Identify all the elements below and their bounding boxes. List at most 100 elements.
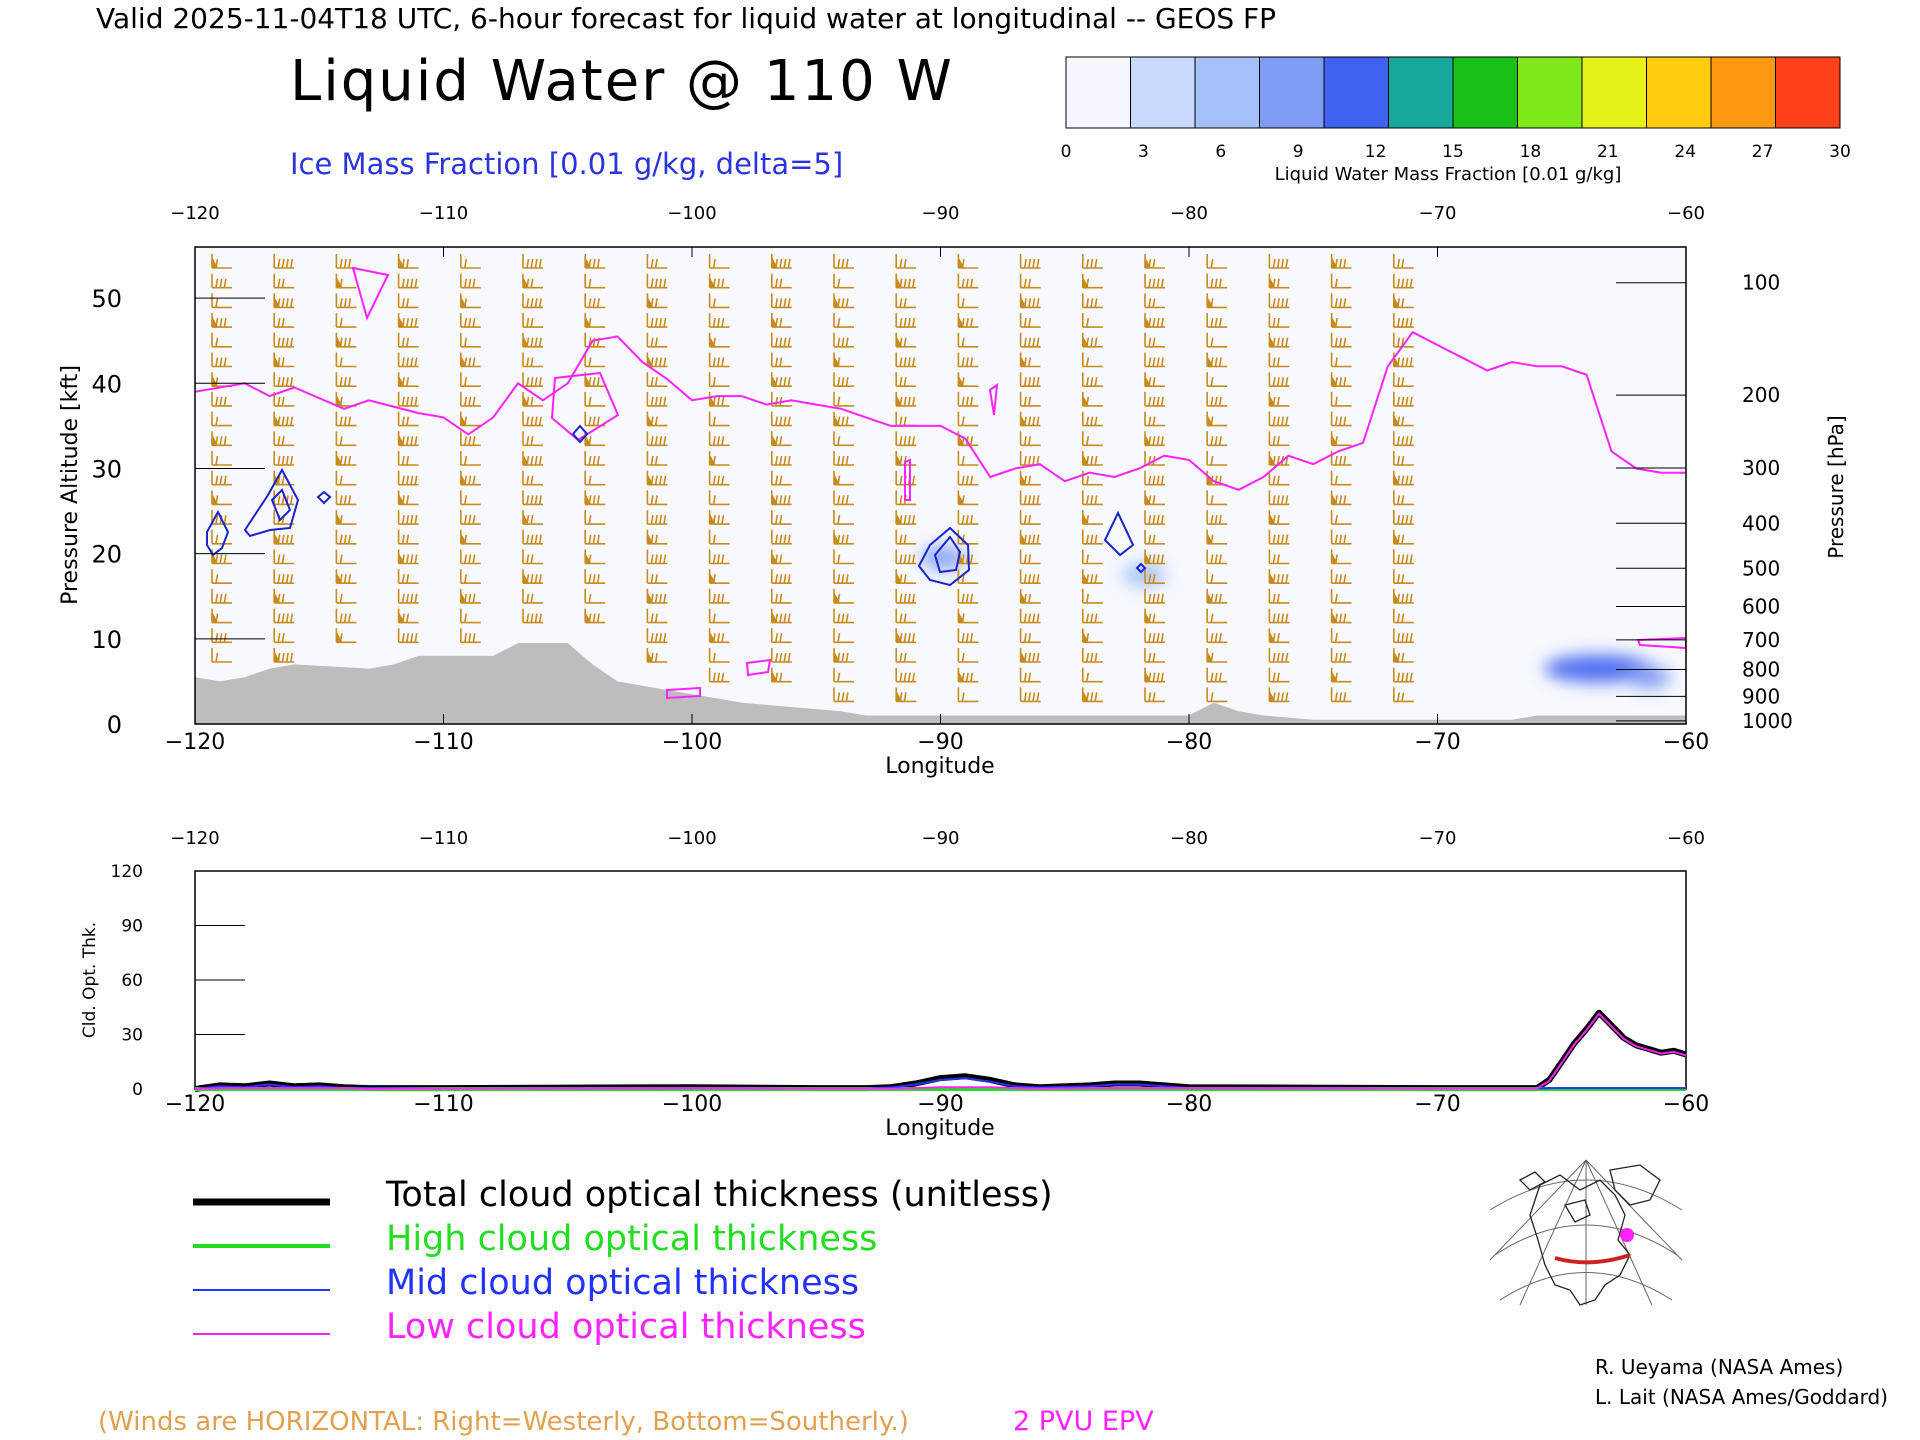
wind-barb bbox=[522, 273, 543, 289]
wind-barb bbox=[335, 510, 357, 525]
wind-barb bbox=[1144, 273, 1165, 289]
series-low bbox=[194, 1012, 1687, 1090]
wind-barb-shaft bbox=[584, 273, 606, 289]
wind-barb-shaft bbox=[1393, 431, 1414, 447]
wind-barb-shaft bbox=[833, 687, 854, 703]
wind-barb bbox=[335, 431, 357, 447]
wind-barb-shaft bbox=[584, 293, 606, 309]
wind-barb bbox=[895, 431, 917, 447]
wind-barb bbox=[397, 569, 419, 585]
epv-island bbox=[988, 382, 999, 416]
wind-barb-pennant bbox=[274, 532, 281, 544]
wind-barb-pennant bbox=[274, 414, 281, 426]
wind-barb-pennant bbox=[1020, 651, 1027, 662]
wind-barb-shaft bbox=[895, 313, 917, 328]
wind-barb bbox=[1393, 451, 1414, 466]
ice-contour bbox=[270, 488, 292, 522]
wind-barb-shaft bbox=[522, 313, 543, 328]
wind-barb bbox=[833, 372, 854, 388]
wind-barb bbox=[1019, 273, 1041, 289]
wind-barb-shaft bbox=[833, 628, 854, 644]
wind-barb bbox=[584, 332, 606, 348]
wind-barb-pennant bbox=[771, 434, 778, 446]
ice-contour bbox=[316, 490, 332, 505]
wind-barb bbox=[646, 313, 668, 328]
wind-barb bbox=[397, 510, 419, 525]
wind-barb-shaft bbox=[273, 549, 295, 565]
wind-barb-pennant bbox=[585, 316, 592, 328]
wind-barb bbox=[770, 293, 792, 309]
wind-barb bbox=[646, 254, 668, 269]
wind-barb bbox=[522, 372, 543, 388]
wind-barb bbox=[833, 569, 854, 585]
wind-barb-pennant bbox=[336, 572, 343, 584]
wind-barb-shaft bbox=[1082, 313, 1103, 328]
wind-barb-shaft bbox=[1206, 510, 1228, 525]
wind-barb bbox=[957, 628, 979, 644]
wind-barb-shaft bbox=[1082, 648, 1103, 663]
wind-barb-shaft bbox=[459, 608, 481, 624]
wind-barb-shaft bbox=[211, 628, 232, 644]
wind-barb bbox=[1330, 313, 1352, 328]
ice-contour bbox=[206, 509, 230, 557]
wind-barb-shaft bbox=[211, 273, 232, 289]
wind-barb-shaft bbox=[1019, 549, 1041, 565]
wind-barb bbox=[1082, 588, 1103, 604]
wind-barb bbox=[1330, 687, 1352, 703]
top-y-tick-label: 40 bbox=[91, 370, 122, 398]
pressure-tick-label: 100 bbox=[1742, 271, 1780, 295]
wind-barb bbox=[1330, 273, 1352, 289]
wind-barb bbox=[895, 490, 917, 506]
wind-barb bbox=[522, 293, 543, 309]
wind-barb-pennant bbox=[647, 591, 654, 603]
wind-barb-shaft bbox=[1206, 332, 1228, 348]
wind-barb-shaft bbox=[770, 391, 792, 407]
wind-barb bbox=[397, 608, 419, 624]
wind-barb bbox=[1330, 254, 1352, 269]
wind-barb bbox=[1268, 411, 1290, 427]
wind-barb bbox=[833, 687, 854, 703]
wind-barb-shaft bbox=[1019, 628, 1041, 644]
wind-barb bbox=[957, 332, 979, 348]
colorbar: 0 3 6 9 12 15 18 21 24 27 30 Liquid Water Mass Fra… bbox=[1061, 56, 1851, 185]
coastline bbox=[1609, 1164, 1661, 1206]
epv-island bbox=[666, 686, 701, 700]
wind-barb-shaft bbox=[1393, 332, 1414, 348]
wind-barb bbox=[1268, 628, 1290, 644]
wind-barb-pennant bbox=[1145, 670, 1151, 682]
wind-barb-shaft bbox=[397, 569, 419, 585]
wind-barb bbox=[1206, 667, 1228, 683]
wind-barb-shaft bbox=[646, 372, 668, 388]
wind-barb bbox=[1019, 667, 1041, 683]
wind-barb bbox=[1268, 529, 1290, 545]
wind-barb bbox=[1019, 648, 1041, 663]
wind-barb-pennant bbox=[1207, 651, 1214, 662]
graticule-line bbox=[1585, 1159, 1653, 1306]
wind-barb-shaft bbox=[584, 332, 606, 348]
wind-barb bbox=[646, 431, 668, 447]
wind-barb-shaft bbox=[1330, 648, 1352, 663]
wind-barb bbox=[397, 588, 419, 604]
wind-barb bbox=[397, 313, 419, 328]
wind-barb bbox=[1206, 313, 1228, 328]
wind-barb bbox=[584, 588, 606, 604]
wind-barb-pennant bbox=[460, 591, 467, 603]
wind-barb-pennant bbox=[1393, 414, 1400, 426]
wind-barb-shaft bbox=[335, 431, 357, 447]
wind-barb-shaft bbox=[833, 254, 854, 269]
wind-barb-shaft bbox=[646, 510, 668, 525]
wind-barb-shaft bbox=[211, 391, 232, 407]
wind-barb-shaft bbox=[1206, 431, 1228, 447]
wind-barb-pennant bbox=[212, 316, 218, 328]
wind-barb bbox=[895, 254, 917, 269]
wind-barb-shaft bbox=[895, 431, 917, 447]
wind-barb-pennant bbox=[274, 355, 281, 367]
wind-barb bbox=[1206, 431, 1228, 447]
wind-barb bbox=[522, 549, 543, 565]
wind-barb bbox=[646, 648, 668, 663]
colorbar-segment bbox=[1065, 56, 1131, 129]
wind-barb bbox=[1206, 569, 1228, 585]
wind-barb bbox=[895, 667, 917, 683]
wind-barb-shaft bbox=[1268, 648, 1290, 663]
wind-barb bbox=[1393, 648, 1414, 663]
